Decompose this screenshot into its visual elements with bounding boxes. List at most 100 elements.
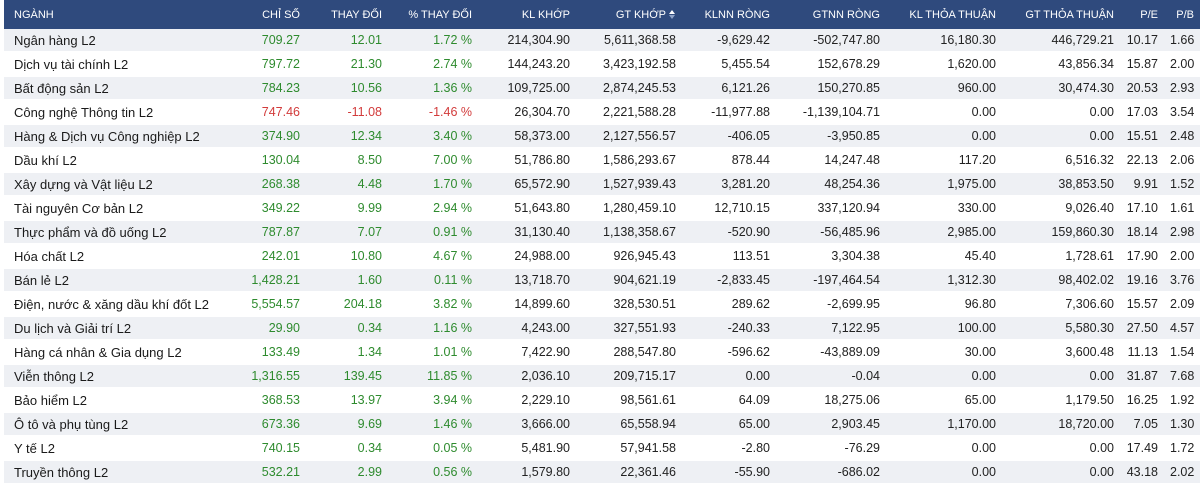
col-header-pct-thay-doi[interactable]: % THAY ĐỔI bbox=[388, 0, 478, 29]
sector-name[interactable]: Y tế L2 bbox=[4, 436, 242, 461]
index-value: 29.90 bbox=[242, 316, 306, 341]
change-value: 9.99 bbox=[306, 196, 388, 221]
pb-value: 3.76 bbox=[1164, 268, 1200, 293]
sort-arrows-icon[interactable] bbox=[669, 10, 676, 20]
sector-name[interactable]: Điện, nước & xăng dầu khí đốt L2 bbox=[4, 292, 242, 317]
col-header-kl-khop[interactable]: KL KHỚP bbox=[478, 0, 576, 29]
foreign-net-value: -2,699.95 bbox=[776, 292, 886, 317]
pct-change-value: 7.00 % bbox=[388, 148, 478, 173]
matched-value: 3,423,192.58 bbox=[576, 52, 682, 77]
index-value: 1,428.21 bbox=[242, 268, 306, 293]
col-header-gtnn-rong[interactable]: GTNN RÒNG bbox=[776, 0, 886, 29]
pe-value: 7.05 bbox=[1120, 412, 1164, 437]
table-row[interactable]: Công nghệ Thông tin L2 747.46 -11.08 -1.46 … bbox=[4, 100, 1200, 125]
sector-name[interactable]: Dịch vụ tài chính L2 bbox=[4, 52, 242, 77]
negotiated-volume: 45.40 bbox=[886, 244, 1002, 269]
index-value: 784.23 bbox=[242, 76, 306, 101]
foreign-net-volume: 113.51 bbox=[682, 244, 776, 269]
negotiated-value: 0.00 bbox=[1002, 124, 1120, 149]
sector-name[interactable]: Bán lẻ L2 bbox=[4, 268, 242, 293]
negotiated-value: 446,729.21 bbox=[1002, 29, 1120, 53]
table-row[interactable]: Thực phẩm và đồ uống L2 787.87 7.07 0.91 % 3… bbox=[4, 220, 1200, 245]
sector-name[interactable]: Dầu khí L2 bbox=[4, 148, 242, 173]
negotiated-value: 7,306.60 bbox=[1002, 292, 1120, 317]
foreign-net-volume: -520.90 bbox=[682, 220, 776, 245]
matched-value: 1,138,358.67 bbox=[576, 220, 682, 245]
index-value: 374.90 bbox=[242, 124, 306, 149]
foreign-net-volume: -406.05 bbox=[682, 124, 776, 149]
table-row[interactable]: Hàng cá nhân & Gia dụng L2 133.49 1.34 1.01… bbox=[4, 340, 1200, 365]
table-row[interactable]: Tài nguyên Cơ bản L2 349.22 9.99 2.94 % 51,6… bbox=[4, 196, 1200, 221]
matched-value: 1,527,939.43 bbox=[576, 172, 682, 197]
sector-name[interactable]: Bảo hiểm L2 bbox=[4, 388, 242, 413]
pe-value: 18.14 bbox=[1120, 220, 1164, 245]
sector-name[interactable]: Hàng & Dịch vụ Công nghiệp L2 bbox=[4, 124, 242, 149]
sector-name[interactable]: Bất động sản L2 bbox=[4, 76, 242, 101]
table-row[interactable]: Xây dựng và Vật liệu L2 268.38 4.48 1.70 % 6… bbox=[4, 172, 1200, 197]
pct-change-value: 0.91 % bbox=[388, 220, 478, 245]
col-header-pe[interactable]: P/E bbox=[1120, 0, 1164, 29]
foreign-net-volume: 289.62 bbox=[682, 292, 776, 317]
table-row[interactable]: Y tế L2 740.15 0.34 0.05 % 5,481.90 57,941.58… bbox=[4, 436, 1200, 461]
sector-name[interactable]: Tài nguyên Cơ bản L2 bbox=[4, 196, 242, 221]
pct-change-value: 3.82 % bbox=[388, 292, 478, 317]
sector-name[interactable]: Ngân hàng L2 bbox=[4, 29, 242, 53]
pe-value: 17.90 bbox=[1120, 244, 1164, 269]
table-row[interactable]: Bảo hiểm L2 368.53 13.97 3.94 % 2,229.10 98,5… bbox=[4, 388, 1200, 413]
table-row[interactable]: Truyền thông L2 532.21 2.99 0.56 % 1,579.80 2… bbox=[4, 460, 1200, 485]
col-header-klnn-rong[interactable]: KLNN RÒNG bbox=[682, 0, 776, 29]
change-value: -11.08 bbox=[306, 100, 388, 125]
pct-change-value: 0.11 % bbox=[388, 268, 478, 293]
table-row[interactable]: Hàng & Dịch vụ Công nghiệp L2 374.90 12.34… bbox=[4, 124, 1200, 149]
pe-value: 19.16 bbox=[1120, 268, 1164, 293]
sector-name[interactable]: Du lịch và Giải trí L2 bbox=[4, 316, 242, 341]
sector-name[interactable]: Ô tô và phụ tùng L2 bbox=[4, 412, 242, 437]
foreign-net-value: -43,889.09 bbox=[776, 340, 886, 365]
table-header: NGÀNH CHỈ SỐ THAY ĐỔI % THAY ĐỔI KL KHỚP… bbox=[4, 0, 1200, 29]
foreign-net-volume: 5,455.54 bbox=[682, 52, 776, 77]
negotiated-volume: 117.20 bbox=[886, 148, 1002, 173]
table-row[interactable]: Điện, nước & xăng dầu khí đốt L2 5,554.57… bbox=[4, 292, 1200, 317]
col-header-gt-khop-label: GT KHỚP bbox=[615, 8, 666, 21]
negotiated-value: 9,026.40 bbox=[1002, 196, 1120, 221]
sector-name[interactable]: Viễn thông L2 bbox=[4, 364, 242, 389]
matched-value: 209,715.17 bbox=[576, 364, 682, 389]
table-row[interactable]: Ngân hàng L2 709.27 12.01 1.72 % 214,304.90 5… bbox=[4, 29, 1200, 53]
col-header-gt-khop[interactable]: GT KHỚP bbox=[576, 0, 682, 29]
table-row[interactable]: Ô tô và phụ tùng L2 673.36 9.69 1.46 % 3,666… bbox=[4, 412, 1200, 437]
sector-name[interactable]: Hàng cá nhân & Gia dụng L2 bbox=[4, 340, 242, 365]
pct-change-value: 11.85 % bbox=[388, 364, 478, 389]
sector-name[interactable]: Xây dựng và Vật liệu L2 bbox=[4, 172, 242, 197]
matched-volume: 26,304.70 bbox=[478, 100, 576, 125]
pct-change-value: 3.94 % bbox=[388, 388, 478, 413]
matched-value: 2,127,556.57 bbox=[576, 124, 682, 149]
table-row[interactable]: Dịch vụ tài chính L2 797.72 21.30 2.74 % 144… bbox=[4, 52, 1200, 77]
foreign-net-value: 2,903.45 bbox=[776, 412, 886, 437]
foreign-net-volume: -9,629.42 bbox=[682, 29, 776, 53]
change-value: 10.80 bbox=[306, 244, 388, 269]
sector-name[interactable]: Thực phẩm và đồ uống L2 bbox=[4, 220, 242, 245]
col-header-thay-doi[interactable]: THAY ĐỔI bbox=[306, 0, 388, 29]
matched-volume: 65,572.90 bbox=[478, 172, 576, 197]
col-header-gt-thoa-thuan[interactable]: GT THỎA THUẬN bbox=[1002, 0, 1120, 29]
negotiated-value: 18,720.00 bbox=[1002, 412, 1120, 437]
table-row[interactable]: Bất động sản L2 784.23 10.56 1.36 % 109,725.… bbox=[4, 76, 1200, 101]
change-value: 13.97 bbox=[306, 388, 388, 413]
sector-name[interactable]: Hóa chất L2 bbox=[4, 244, 242, 269]
index-value: 787.87 bbox=[242, 220, 306, 245]
negotiated-volume: 960.00 bbox=[886, 76, 1002, 101]
table-row[interactable]: Hóa chất L2 242.01 10.80 4.67 % 24,988.00 926… bbox=[4, 244, 1200, 269]
sector-name[interactable]: Truyền thông L2 bbox=[4, 460, 242, 485]
negotiated-value: 0.00 bbox=[1002, 100, 1120, 125]
col-header-kl-thoa-thuan[interactable]: KL THỎA THUẬN bbox=[886, 0, 1002, 29]
table-row[interactable]: Viễn thông L2 1,316.55 139.45 11.85 % 2,036.… bbox=[4, 364, 1200, 389]
table-row[interactable]: Dầu khí L2 130.04 8.50 7.00 % 51,786.80 1,586… bbox=[4, 148, 1200, 173]
matched-value: 1,586,293.67 bbox=[576, 148, 682, 173]
sector-name[interactable]: Công nghệ Thông tin L2 bbox=[4, 100, 242, 125]
table-row[interactable]: Bán lẻ L2 1,428.21 1.60 0.11 % 13,718.70 904,… bbox=[4, 268, 1200, 293]
col-header-pb[interactable]: P/B bbox=[1164, 0, 1200, 29]
matched-value: 22,361.46 bbox=[576, 460, 682, 485]
table-row[interactable]: Du lịch và Giải trí L2 29.90 0.34 1.16 % 4,2… bbox=[4, 316, 1200, 341]
col-header-nganh[interactable]: NGÀNH bbox=[4, 0, 242, 29]
col-header-chi-so[interactable]: CHỈ SỐ bbox=[242, 0, 306, 29]
